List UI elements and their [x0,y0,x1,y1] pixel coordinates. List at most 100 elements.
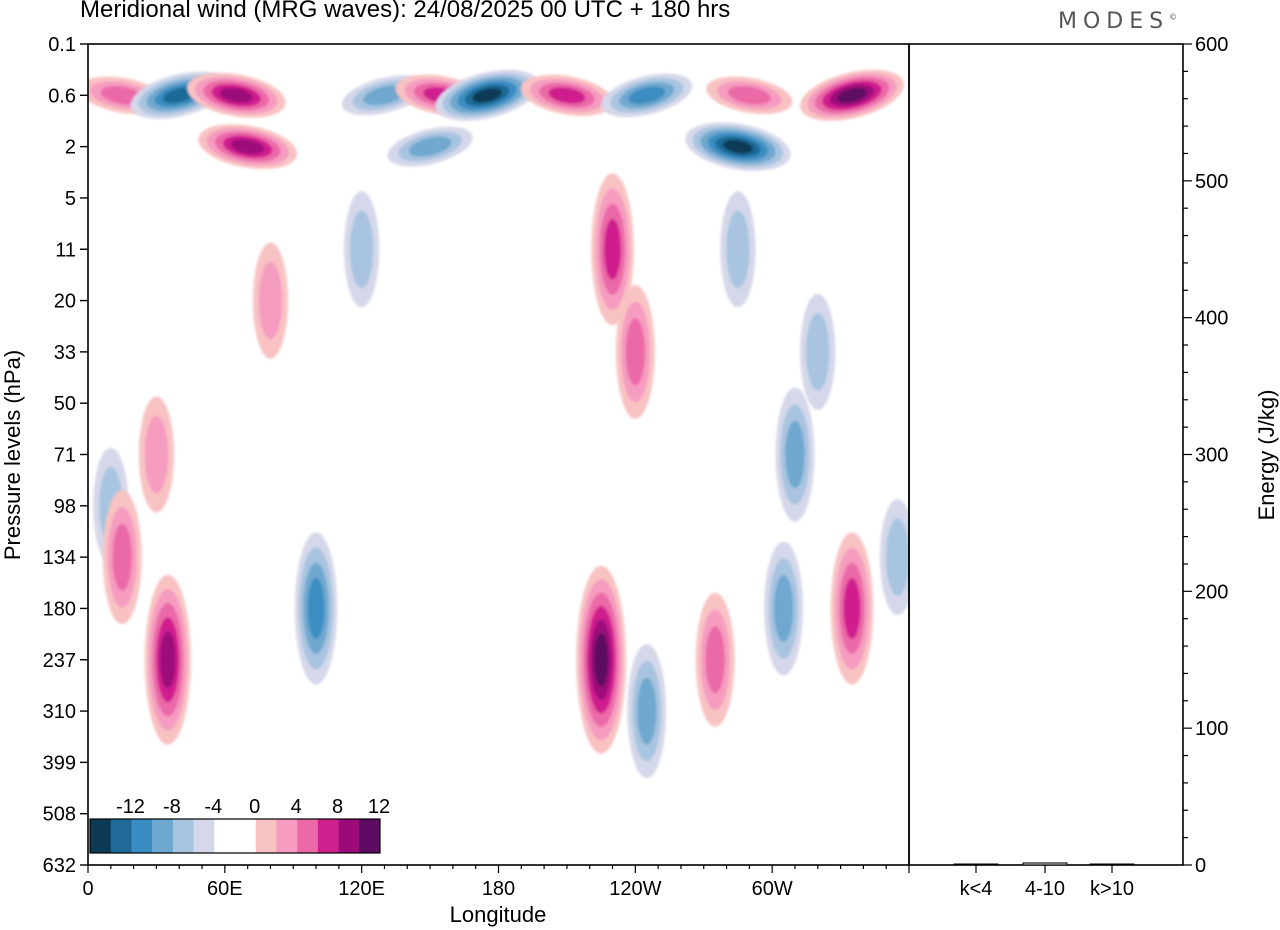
contour-blob [880,499,909,616]
chart-title: Meridional wind (MRG waves): 24/08/2025 … [80,0,731,23]
contour-blob [186,72,286,118]
contour-blob [198,124,298,170]
contour-blob [764,541,803,676]
contour-level [604,218,622,280]
contour-level [548,87,586,104]
x-tick-label: 0 [82,878,93,900]
y-tick-label: 71 [54,445,76,467]
energy-bar [1089,863,1135,866]
y-tick-label: 2 [65,137,76,159]
y-tick-label: 33 [54,342,76,364]
contour-blob [695,592,735,727]
contour-level [837,88,867,103]
contour-level [705,626,725,694]
energy-tick-label: 300 [1195,445,1228,467]
colorbar-swatch [297,819,319,853]
contour-level [727,85,771,105]
colorbar-swatch [214,819,236,853]
contour-blob [775,387,815,522]
y-tick-label: 0.1 [48,34,76,56]
colorbar-label: -4 [204,796,222,818]
y-tick-label: 399 [43,752,76,774]
energy-bar [1022,862,1068,866]
contour-blob [144,574,191,745]
bar-category-label: k<4 [960,878,993,900]
y-tick-label: 134 [43,547,76,569]
contour-blob [344,191,380,308]
y-tick-label: 0.6 [48,85,76,107]
contour-blob [520,74,614,116]
contour-field [88,69,909,779]
colorbar: -12 -8 -4 0 4 8 12 [89,796,390,854]
logo-text: MODES [1058,9,1170,34]
colorbar-label: -8 [163,796,181,818]
colorbar-swatch [255,819,277,853]
y-axis-title: Pressure levels (hPa) [0,350,25,560]
energy-bars: k<4 4-10 k>10 [953,862,1135,900]
x-tick-label: 120E [338,878,385,900]
contour-blob [800,69,904,121]
contour-level [231,139,265,155]
axes: 0.1 0.6 2 5 11 20 33 50 71 98 134 180 237 310 399 508 63… [43,34,1229,900]
y-tick-label: 508 [43,804,76,826]
colorbar-label: -12 [116,796,145,818]
colorbar-label: 0 [249,796,260,818]
energy-tick-label: 0 [1195,855,1206,877]
energy-tick-label: 400 [1195,308,1228,330]
contour-level [258,261,283,340]
contour-level [160,631,176,689]
contour-blob [830,532,874,685]
modes-logo: MODES© [1058,9,1178,34]
energy-frame [908,43,1184,866]
y-tick-label: 11 [55,239,76,261]
contour-blob [685,122,791,171]
x-tick-label: 180 [482,878,515,900]
contour-level [162,87,196,104]
contour-level [885,518,909,596]
x-tick-label: 60E [207,878,243,900]
y-tick-label: 310 [43,701,76,723]
contour-blob [591,173,634,326]
colorbar-label: 8 [332,796,343,818]
colorbar-swatch [152,819,174,853]
contour-level [722,139,753,154]
contour-blob [138,396,175,513]
contour-level [349,210,374,288]
colorbar-swatch [110,819,132,853]
colorbar-frame [89,818,381,854]
energy-tick-label: 200 [1195,581,1228,603]
y-tick-label: 98 [54,496,76,518]
contour-level [472,88,502,103]
contour-blob [102,490,142,625]
contour-blob [627,644,667,779]
contour-level [637,677,657,745]
bar-category-label: k>10 [1090,878,1134,900]
x-tick-label: 120W [609,878,661,900]
colorbar-swatch [359,819,381,853]
contour-blob [615,284,655,419]
contour-level [112,523,132,591]
colorbar-swatch [338,819,360,853]
contour-blob [387,126,473,167]
contour-level [625,318,646,386]
contour-blob [800,293,836,410]
colorbar-label: 4 [291,796,302,818]
x-axis-title: Longitude [450,902,547,927]
x-tick-label: 60W [752,878,793,900]
colorbar-swatch [90,819,112,853]
colorbar-swatch [131,819,153,853]
energy-axis-title: Energy (J/kg) [1254,390,1279,521]
y-tick-label: 632 [43,855,76,877]
contour-blob [601,73,693,118]
y-tick-label: 20 [54,291,76,313]
contour-level [594,632,609,687]
colorbar-swatch [235,819,257,853]
contour-level [726,210,750,288]
energy-tick-label: 600 [1195,34,1228,56]
contour-blob [706,76,793,115]
energy-tick-label: 100 [1195,718,1228,740]
contour-level [773,574,794,642]
y-tick-label: 237 [43,650,76,672]
contour-blob [435,69,540,121]
